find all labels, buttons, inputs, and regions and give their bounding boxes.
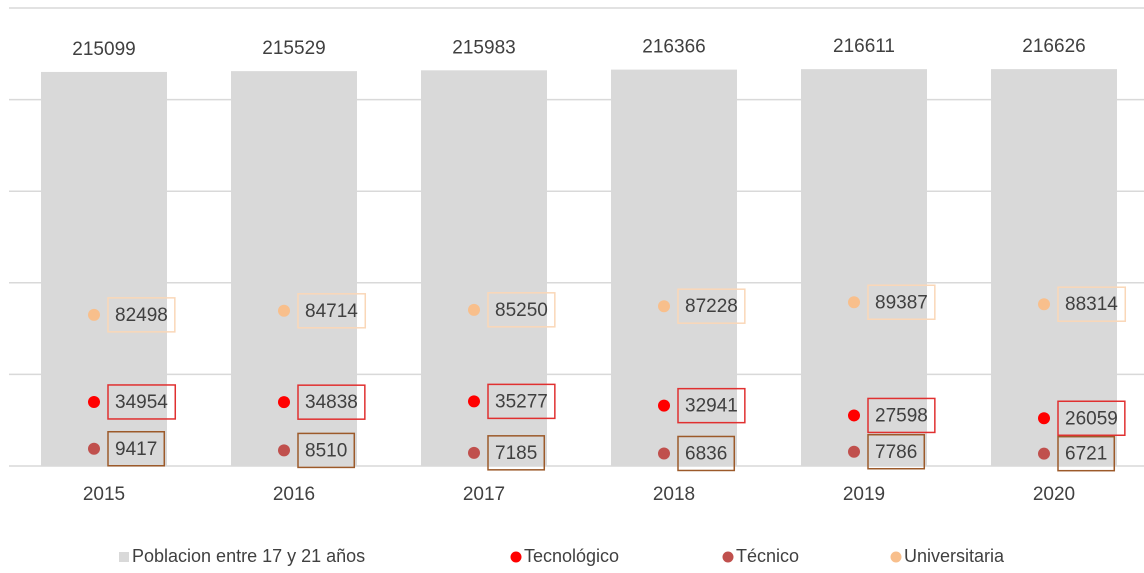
point — [278, 444, 290, 457]
point — [1038, 447, 1050, 460]
bar — [231, 71, 357, 466]
legend-label: Poblacion entre 17 y 21 años — [132, 546, 365, 566]
point-value-label: 85250 — [495, 300, 548, 321]
legend-marker — [119, 552, 129, 562]
value-label-box — [107, 430, 166, 467]
bar-value-label: 215099 — [72, 39, 135, 60]
legend-label: Tecnológico — [524, 546, 619, 566]
x-tick-label: 2016 — [273, 484, 315, 505]
bar-value-label: 215983 — [452, 37, 515, 58]
point-value-label: 6836 — [685, 443, 727, 464]
point — [658, 399, 670, 412]
point — [88, 442, 100, 455]
legend-label: Universitaria — [904, 546, 1005, 566]
point-value-label: 84714 — [305, 301, 358, 322]
point — [468, 303, 480, 316]
point-value-label: 8510 — [305, 440, 347, 461]
value-label-box — [107, 297, 176, 333]
value-label-box — [297, 384, 366, 420]
point — [278, 396, 290, 409]
x-tick-label: 2017 — [463, 484, 505, 505]
value-label-box — [297, 293, 367, 329]
point — [658, 300, 670, 313]
point — [88, 308, 100, 321]
point-value-label: 82498 — [115, 305, 168, 326]
point-value-label: 26059 — [1065, 408, 1118, 429]
legend-marker — [510, 551, 522, 563]
value-label-box — [1057, 435, 1116, 472]
bar-value-label: 216611 — [833, 36, 895, 57]
x-tick-label: 2019 — [843, 484, 885, 505]
point-value-label: 7185 — [495, 443, 537, 464]
point-value-label: 9417 — [115, 439, 157, 460]
point — [848, 445, 860, 458]
bar-value-label: 215529 — [262, 38, 325, 59]
x-tick-label: 2018 — [653, 484, 695, 505]
value-label-box — [1057, 286, 1127, 322]
bar — [421, 70, 547, 466]
value-label-box — [867, 284, 936, 320]
x-tick-label: 2020 — [1033, 484, 1075, 505]
value-label-box — [487, 383, 556, 420]
point-value-label: 7786 — [875, 442, 917, 463]
point-value-label: 87228 — [685, 296, 738, 317]
point — [468, 446, 480, 459]
point — [1038, 298, 1050, 311]
legend-marker — [722, 551, 734, 563]
point-value-label: 35277 — [495, 391, 548, 412]
point-value-label: 34954 — [115, 392, 168, 413]
value-label-box — [487, 292, 556, 328]
point-value-label: 6721 — [1065, 444, 1107, 465]
point-value-label: 89387 — [875, 292, 928, 313]
bar — [991, 69, 1117, 466]
legend-label: Técnico — [736, 546, 799, 566]
point — [278, 304, 290, 317]
value-label-box — [867, 433, 926, 470]
value-label-box — [867, 397, 936, 434]
value-label-box — [297, 432, 356, 469]
bar — [41, 71, 167, 466]
bar — [801, 69, 927, 467]
point — [848, 296, 860, 309]
point — [468, 395, 480, 408]
value-label-box — [677, 435, 736, 472]
value-label-box — [677, 288, 746, 324]
point-value-label: 88314 — [1065, 294, 1118, 315]
value-label-box — [487, 435, 546, 471]
point-value-label: 32941 — [685, 396, 738, 417]
point — [658, 447, 670, 460]
point-value-label: 34838 — [305, 392, 358, 413]
x-tick-label: 2015 — [83, 484, 125, 505]
bar-value-label: 216366 — [642, 37, 705, 58]
value-label-box — [107, 384, 177, 420]
legend-marker — [890, 551, 902, 563]
point — [88, 395, 100, 408]
point — [1038, 412, 1050, 425]
bar — [611, 69, 737, 466]
bar-value-label: 216626 — [1022, 36, 1085, 57]
point — [848, 409, 860, 422]
value-label-box — [677, 387, 746, 424]
point-value-label: 27598 — [875, 405, 928, 426]
value-label-box — [1057, 400, 1126, 437]
